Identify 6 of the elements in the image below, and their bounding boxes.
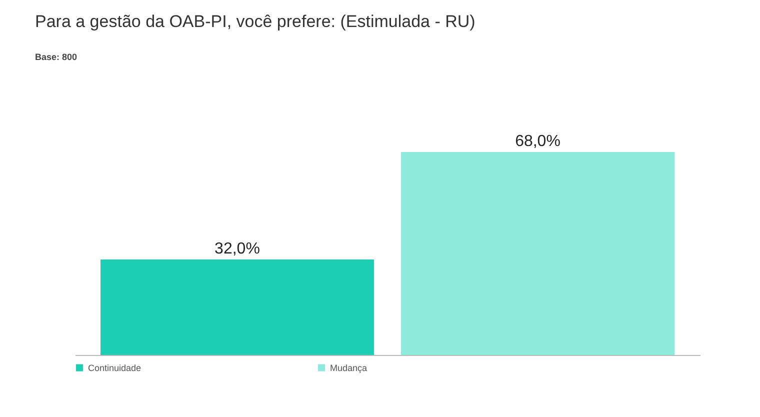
chart-title: Para a gestão da OAB-PI, você prefere: (Estimulada - RU) [35,12,476,31]
data-label: 68,0% [515,133,560,150]
data-label: 32,0% [214,240,260,258]
legend-label: Mudança [330,362,368,373]
text: Base: 800 [35,52,78,62]
legend-label: Continuidade [88,362,142,373]
